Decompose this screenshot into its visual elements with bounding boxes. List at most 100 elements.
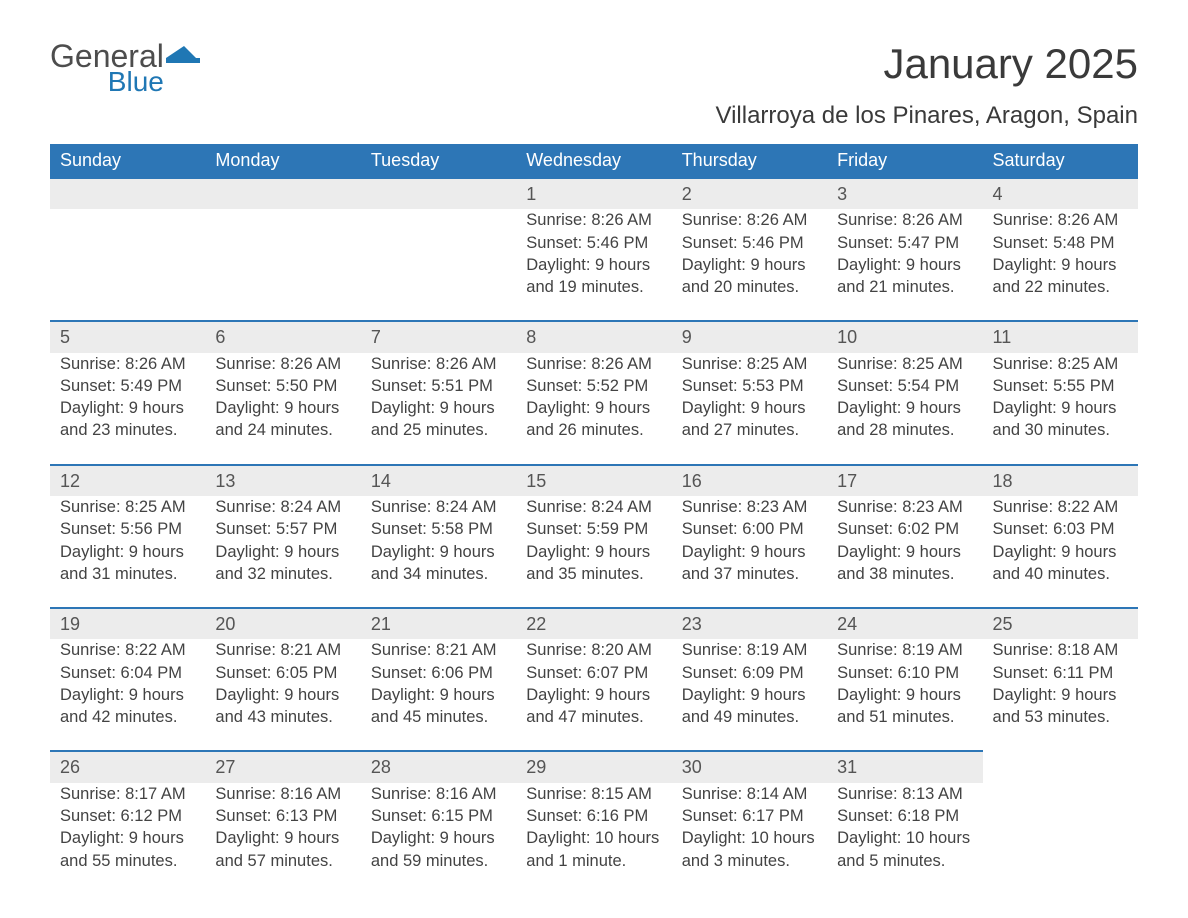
day-number: 8 [516,321,671,352]
day-cell: Sunrise: 8:25 AMSunset: 5:54 PMDaylight:… [827,353,982,465]
day-d2: and 3 minutes. [682,850,817,872]
page-title: January 2025 [883,40,1138,88]
day-cell: Sunrise: 8:20 AMSunset: 6:07 PMDaylight:… [516,639,671,751]
day-d1: Daylight: 9 hours [993,397,1128,419]
day-cell: Sunrise: 8:25 AMSunset: 5:55 PMDaylight:… [983,353,1138,465]
day-sr: Sunrise: 8:14 AM [682,783,817,805]
day-d1: Daylight: 9 hours [60,397,195,419]
day-sr: Sunrise: 8:19 AM [837,639,972,661]
day-d2: and 19 minutes. [526,276,661,298]
day-d1: Daylight: 9 hours [993,254,1128,276]
day-cell: Sunrise: 8:24 AMSunset: 5:58 PMDaylight:… [361,496,516,608]
day-d2: and 22 minutes. [993,276,1128,298]
day-number: 7 [361,321,516,352]
day-ss: Sunset: 6:00 PM [682,518,817,540]
day-d1: Daylight: 10 hours [682,827,817,849]
day-number: 21 [361,608,516,639]
day-d1: Daylight: 9 hours [215,541,350,563]
day-ss: Sunset: 5:50 PM [215,375,350,397]
day-number: 14 [361,465,516,496]
day-ss: Sunset: 6:04 PM [60,662,195,684]
day-sr: Sunrise: 8:17 AM [60,783,195,805]
day-sr: Sunrise: 8:26 AM [682,209,817,231]
day-cell: Sunrise: 8:26 AMSunset: 5:52 PMDaylight:… [516,353,671,465]
day-number: 26 [50,751,205,782]
day-sr: Sunrise: 8:25 AM [993,353,1128,375]
day-ss: Sunset: 6:07 PM [526,662,661,684]
day-d1: Daylight: 9 hours [682,541,817,563]
day-sr: Sunrise: 8:15 AM [526,783,661,805]
weekday-header: Tuesday [361,144,516,178]
day-d1: Daylight: 9 hours [682,254,817,276]
day-cell: Sunrise: 8:26 AMSunset: 5:50 PMDaylight:… [205,353,360,465]
day-cell: Sunrise: 8:23 AMSunset: 6:00 PMDaylight:… [672,496,827,608]
empty-day [361,178,516,209]
week-info-row: Sunrise: 8:17 AMSunset: 6:12 PMDaylight:… [50,783,1138,894]
day-cell: Sunrise: 8:17 AMSunset: 6:12 PMDaylight:… [50,783,205,894]
day-sr: Sunrise: 8:26 AM [526,353,661,375]
day-number: 17 [827,465,982,496]
day-cell: Sunrise: 8:21 AMSunset: 6:05 PMDaylight:… [205,639,360,751]
day-d2: and 57 minutes. [215,850,350,872]
day-sr: Sunrise: 8:24 AM [215,496,350,518]
day-d1: Daylight: 9 hours [526,254,661,276]
day-d1: Daylight: 9 hours [993,684,1128,706]
day-cell: Sunrise: 8:26 AMSunset: 5:51 PMDaylight:… [361,353,516,465]
day-d2: and 51 minutes. [837,706,972,728]
day-number: 6 [205,321,360,352]
day-d2: and 43 minutes. [215,706,350,728]
day-cell: Sunrise: 8:19 AMSunset: 6:10 PMDaylight:… [827,639,982,751]
week-info-row: Sunrise: 8:26 AMSunset: 5:49 PMDaylight:… [50,353,1138,465]
day-cell: Sunrise: 8:19 AMSunset: 6:09 PMDaylight:… [672,639,827,751]
weekday-header: Sunday [50,144,205,178]
day-ss: Sunset: 5:53 PM [682,375,817,397]
day-sr: Sunrise: 8:23 AM [682,496,817,518]
day-ss: Sunset: 5:51 PM [371,375,506,397]
day-number: 3 [827,178,982,209]
day-number: 1 [516,178,671,209]
day-d1: Daylight: 10 hours [526,827,661,849]
day-ss: Sunset: 6:09 PM [682,662,817,684]
day-number: 19 [50,608,205,639]
day-d1: Daylight: 9 hours [837,254,972,276]
day-ss: Sunset: 6:15 PM [371,805,506,827]
day-ss: Sunset: 6:10 PM [837,662,972,684]
day-number: 23 [672,608,827,639]
day-cell: Sunrise: 8:24 AMSunset: 5:59 PMDaylight:… [516,496,671,608]
day-cell: Sunrise: 8:26 AMSunset: 5:46 PMDaylight:… [516,209,671,321]
day-number: 24 [827,608,982,639]
day-ss: Sunset: 5:55 PM [993,375,1128,397]
day-cell: Sunrise: 8:14 AMSunset: 6:17 PMDaylight:… [672,783,827,894]
day-number: 18 [983,465,1138,496]
day-d2: and 23 minutes. [60,419,195,441]
day-d1: Daylight: 9 hours [60,827,195,849]
day-ss: Sunset: 5:49 PM [60,375,195,397]
day-number: 9 [672,321,827,352]
empty-day [983,751,1138,782]
empty-day [205,178,360,209]
week-daynum-row: 262728293031 [50,751,1138,782]
day-d2: and 42 minutes. [60,706,195,728]
day-d1: Daylight: 9 hours [526,397,661,419]
day-number: 13 [205,465,360,496]
day-number: 27 [205,751,360,782]
day-number: 2 [672,178,827,209]
day-ss: Sunset: 6:05 PM [215,662,350,684]
day-d1: Daylight: 9 hours [215,684,350,706]
logo-text: General Blue [50,40,164,96]
day-sr: Sunrise: 8:26 AM [371,353,506,375]
weekday-header: Saturday [983,144,1138,178]
day-d2: and 21 minutes. [837,276,972,298]
day-d2: and 47 minutes. [526,706,661,728]
day-d1: Daylight: 9 hours [526,684,661,706]
day-ss: Sunset: 6:18 PM [837,805,972,827]
day-cell: Sunrise: 8:13 AMSunset: 6:18 PMDaylight:… [827,783,982,894]
day-sr: Sunrise: 8:23 AM [837,496,972,518]
day-d1: Daylight: 9 hours [371,827,506,849]
day-cell: Sunrise: 8:16 AMSunset: 6:15 PMDaylight:… [361,783,516,894]
location-subtitle: Villarroya de los Pinares, Aragon, Spain [50,102,1138,130]
day-ss: Sunset: 6:06 PM [371,662,506,684]
day-d1: Daylight: 9 hours [837,684,972,706]
day-cell: Sunrise: 8:15 AMSunset: 6:16 PMDaylight:… [516,783,671,894]
day-cell: Sunrise: 8:24 AMSunset: 5:57 PMDaylight:… [205,496,360,608]
